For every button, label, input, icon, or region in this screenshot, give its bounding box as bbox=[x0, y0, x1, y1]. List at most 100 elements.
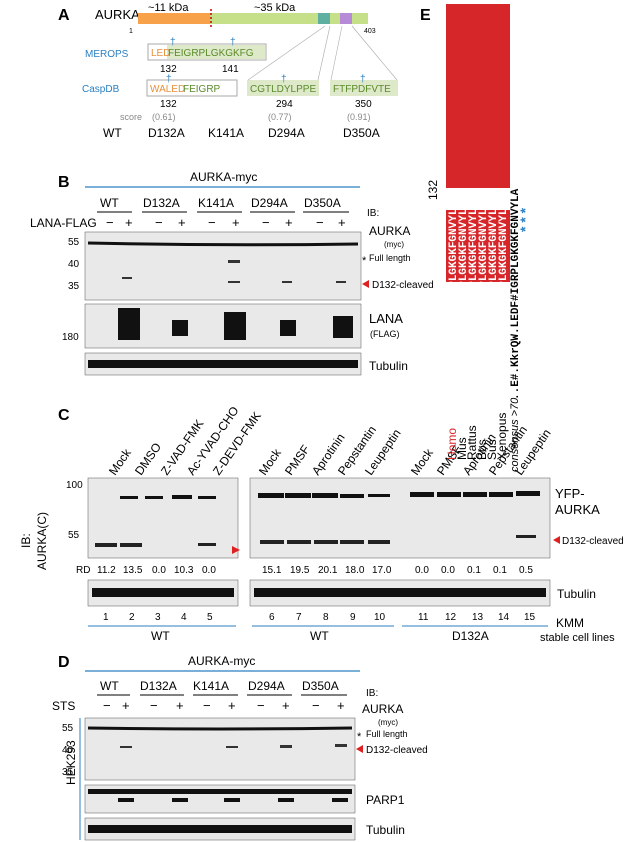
b-lana-label: LANA bbox=[369, 311, 403, 326]
connector-350-right bbox=[351, 25, 398, 81]
b-ib-target-sub: (myc) bbox=[384, 240, 404, 249]
c-blot-right bbox=[249, 477, 551, 559]
score-3: (0.91) bbox=[347, 112, 371, 122]
d-full-length: Full length bbox=[366, 729, 408, 739]
c-lane-label: Mock bbox=[408, 445, 436, 477]
c-cleaved-bands bbox=[95, 535, 536, 547]
c-band bbox=[285, 493, 311, 498]
c-band bbox=[314, 540, 338, 544]
e-species-label: Homo bbox=[445, 428, 459, 460]
c-band bbox=[340, 540, 364, 544]
c-rd-value: 19.5 bbox=[290, 565, 310, 576]
c-lane-number: 12 bbox=[445, 612, 457, 623]
c-band bbox=[287, 540, 311, 544]
d-sign: + bbox=[122, 698, 130, 713]
d-tubulin-band bbox=[88, 825, 352, 833]
b-cleaved-band bbox=[228, 260, 240, 263]
b-mw-40: 40 bbox=[68, 259, 80, 270]
c-lane-number: 15 bbox=[524, 612, 536, 623]
e-conserved-block-top bbox=[446, 4, 510, 188]
position-end: 403 bbox=[364, 28, 376, 35]
panel-d-letter: D bbox=[58, 654, 70, 671]
b-lana-band bbox=[172, 320, 188, 336]
d-cleaved-label: D132-cleaved bbox=[366, 745, 428, 756]
panel-c: C Mock DMSO Z-VAD-FMK Ac-YVAD-CHO Z-DEVD… bbox=[19, 404, 624, 644]
c-lane-number: 7 bbox=[296, 612, 302, 623]
caspdb-pos-3: 350 bbox=[355, 99, 372, 110]
b-sign: − bbox=[155, 215, 163, 230]
merops-dagger-2: † bbox=[230, 37, 236, 48]
c-band bbox=[120, 543, 142, 547]
c-cleaved-arrow-icon bbox=[553, 536, 560, 544]
score-1: (0.61) bbox=[152, 112, 176, 122]
d-sign: − bbox=[103, 698, 111, 713]
d-cleaved-arrow-icon bbox=[356, 745, 363, 753]
d-sign: + bbox=[176, 698, 184, 713]
c-mw-100: 100 bbox=[66, 480, 83, 491]
c-lane-label: PMSF bbox=[282, 442, 313, 477]
caspdb-label: CaspDB bbox=[82, 84, 120, 95]
c-cleaved-arrow-left-icon bbox=[232, 546, 240, 554]
score-2: (0.77) bbox=[268, 112, 292, 122]
merops-seq-highlight bbox=[167, 45, 265, 59]
kda-right: ~35 kDa bbox=[254, 2, 296, 14]
d-signs: − + − + − + − + − + bbox=[103, 698, 345, 713]
e-seq-row: TEEKKRQWALEDFEIGRPLGKGKFGNVYLA bbox=[458, 202, 470, 400]
e-species-label: consensus >70 bbox=[509, 397, 521, 472]
b-lana-bands bbox=[118, 308, 353, 340]
b-cleaved-band bbox=[282, 281, 292, 283]
score-label: score bbox=[120, 112, 142, 122]
e-seq-row: NESKKRQWALEDFEIGRPLGKGKFGNVYLA bbox=[448, 202, 460, 400]
d-cleaved-band bbox=[226, 746, 238, 748]
e-seq-row: TEEKKRQWTLEDFDIGRPLGKGKFGNVYLA bbox=[468, 202, 480, 400]
c-band bbox=[145, 496, 163, 499]
c-kmm-1: KMM bbox=[556, 616, 584, 630]
b-cleaved-label: D132-cleaved bbox=[372, 280, 434, 291]
d-ib: IB: bbox=[366, 688, 378, 699]
d-sign: + bbox=[282, 698, 290, 713]
merops-seq-green: FEIGRPLGKGKFG bbox=[168, 48, 254, 59]
c-tubulin-band-right bbox=[254, 588, 546, 597]
c-rd-value: 11.2 bbox=[97, 565, 116, 576]
d-group-d294a: D294A bbox=[248, 679, 285, 693]
d-mw-35: 35 bbox=[62, 767, 74, 778]
d-sign: − bbox=[312, 698, 320, 713]
c-lane-number: 3 bbox=[155, 612, 161, 623]
d-group-d132a: D132A bbox=[140, 679, 177, 693]
e-species-label: Mus bbox=[455, 437, 469, 460]
c-rd-value: 13.5 bbox=[123, 565, 143, 576]
c-band bbox=[368, 494, 390, 497]
e-species: Homo Mus Rattus Bos Sus Xenopus consensu… bbox=[445, 397, 521, 472]
e-species-label: Bos bbox=[475, 439, 489, 460]
b-sign: − bbox=[208, 215, 216, 230]
c-tubulin-band-left bbox=[92, 588, 234, 597]
panel-c-letter: C bbox=[58, 407, 70, 424]
b-sign: + bbox=[338, 215, 346, 230]
caspdb-dagger-3: † bbox=[360, 74, 366, 85]
panel-d: D AURKA-myc WT D132A K141A D294A D350A S… bbox=[52, 654, 428, 841]
b-ib-target: AURKA bbox=[369, 224, 410, 238]
d-parp1-cleaved-bands bbox=[118, 798, 348, 802]
c-band bbox=[120, 496, 138, 499]
b-lana-band bbox=[333, 316, 353, 338]
c-band bbox=[312, 493, 338, 498]
merops-dagger-1: † bbox=[170, 37, 176, 48]
d-row-label: STS bbox=[52, 699, 75, 713]
b-band-full-length bbox=[87, 241, 359, 247]
d-parp1-band-full bbox=[88, 789, 352, 794]
mutant-wt: WT bbox=[103, 126, 122, 140]
c-ylabel-ib: IB: bbox=[19, 533, 33, 548]
b-mw-35: 35 bbox=[68, 281, 80, 292]
b-lana-sub: (FLAG) bbox=[370, 329, 400, 339]
panel-e-letter: E bbox=[420, 7, 431, 24]
c-rd-value: 17.0 bbox=[372, 565, 392, 576]
b-ib: IB: bbox=[367, 208, 379, 219]
b-sign: + bbox=[232, 215, 240, 230]
kda-left: ~11 kDa bbox=[148, 2, 189, 14]
c-band bbox=[437, 492, 461, 497]
c-rd-value: 10.3 bbox=[174, 565, 194, 576]
c-group-wt-left: WT bbox=[151, 629, 170, 643]
c-lane-number: 1 bbox=[103, 612, 109, 623]
panel-a-letter: A bbox=[58, 7, 70, 24]
